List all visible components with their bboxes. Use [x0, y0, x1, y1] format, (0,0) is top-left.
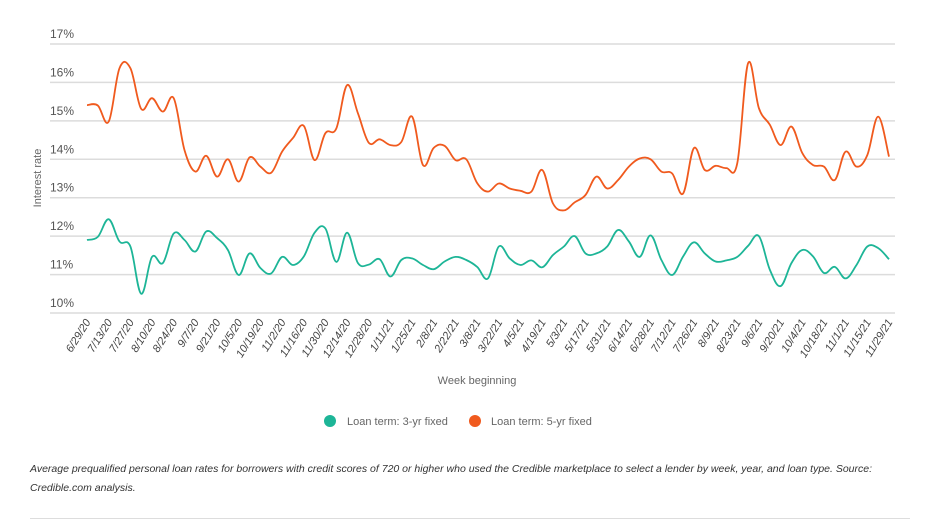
legend-swatch-5yr: [469, 415, 481, 427]
y-tick-label: 16%: [50, 65, 74, 79]
gridlines: [50, 43, 895, 314]
legend-swatch-3yr: [324, 415, 336, 427]
series-line-5yr: [86, 60, 890, 212]
x-axis-ticks: 6/29/207/13/207/27/208/10/208/24/209/7/2…: [64, 316, 896, 359]
series-line-3yr: [86, 218, 890, 295]
y-axis-title: Interest rate: [32, 149, 44, 208]
y-tick-label: 14%: [50, 142, 74, 156]
y-tick-label: 11%: [50, 258, 73, 272]
divider: [30, 518, 910, 519]
legend: Loan term: 3-yr fixed Loan term: 5-yr fi…: [324, 415, 592, 428]
chart-caption: Average prequalified personal loan rates…: [30, 463, 873, 494]
y-axis-ticks: 10% 11% 12% 13% 14% 15% 16% 17%: [50, 27, 74, 310]
x-axis-title: Week beginning: [438, 375, 517, 387]
y-tick-label: 15%: [50, 104, 74, 118]
y-tick-label: 13%: [50, 181, 74, 195]
series-lines: [86, 60, 890, 295]
y-tick-label: 17%: [50, 27, 74, 41]
series-0: [86, 218, 890, 295]
y-tick-label: 12%: [50, 219, 74, 233]
y-tick-label: 10%: [50, 296, 74, 310]
series-1: [86, 60, 890, 212]
legend-label-5yr: Loan term: 5-yr fixed: [491, 416, 592, 428]
legend-label-3yr: Loan term: 3-yr fixed: [347, 416, 448, 428]
